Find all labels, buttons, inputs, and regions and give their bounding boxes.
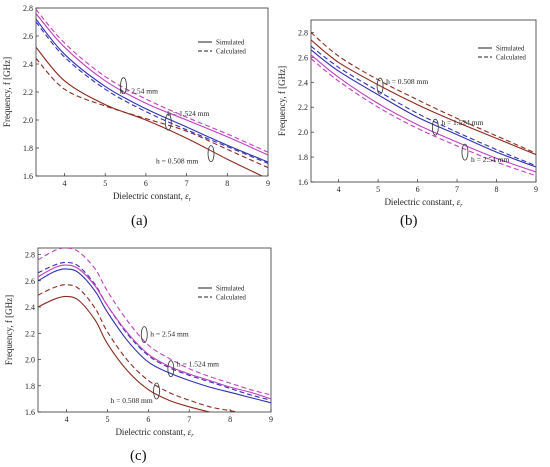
y-tick-label: 2.8 [298,28,308,37]
series-line-simulated-0 [36,18,268,163]
annotation-label: h = 1.524 mm [167,109,209,118]
series-line-simulated-1 [311,49,536,168]
y-tick-label: 2.4 [23,60,33,69]
x-tick-label: 8 [495,185,499,194]
x-tick-label: 4 [65,415,69,424]
x-tick-label: 6 [144,179,148,188]
x-axis-label: Dielectric constant, εr [113,191,192,203]
y-tick-label: 2.8 [25,251,35,260]
y-tick-label: 2.8 [23,4,33,13]
panel-label-c: (c) [130,448,147,464]
series-line-calculated-0 [36,21,268,164]
annotation-label: h = 0.508 mm [156,157,198,166]
annotation-ellipse [140,326,148,343]
x-tick-label: 7 [185,179,189,188]
y-tick-label: 2.2 [25,329,35,338]
series-group [38,248,271,412]
annotation-ellipse [461,143,469,161]
series-line-simulated-0 [38,268,271,404]
annotation-label: h = 2.54 mm [150,330,189,339]
chart-c: 4 5 6 7 8 9 1.6 1.8 2.0 2.2 2.4 2.6 2.8 Dielectric co… [4,247,273,439]
panel-label-b: (b) [400,213,418,229]
x-tick-label: 4 [62,179,66,188]
y-tick-label: 1.8 [25,382,35,391]
series-line-simulated-0 [311,39,536,156]
y-tick-label: 2.2 [23,88,33,97]
y-tick-label: 1.6 [25,408,35,417]
series-line-calculated-1 [311,45,536,167]
annotation-ellipse [376,77,384,95]
x-axis-label: Dielectric constant, εr [384,197,463,209]
x-tick-label: 5 [376,185,380,194]
x-tick-label: 5 [103,179,107,188]
y-tick-label: 1.8 [23,144,33,153]
x-tick-label: 9 [534,185,538,194]
x-tick-label: 7 [455,185,459,194]
annotation-ellipse [153,382,160,400]
series-line-simulated-1 [36,13,268,156]
x-tick-label: 5 [105,415,109,424]
x-tick-label: 8 [225,179,229,188]
series-line-calculated-2 [38,284,240,412]
annotation-label: h = 1.524 mm [177,360,219,369]
annotation-label: h = 1.524 mm [441,118,483,127]
legend-label-calculated: Calculated [216,294,246,302]
annotation-ellipse [167,360,175,378]
x-tick-label: 6 [146,415,150,424]
x-tick-label: 9 [266,179,270,188]
legend-label-simulated: Simulated [216,285,245,293]
y-tick-label: 1.6 [298,178,308,187]
series-line-calculated-2 [36,58,268,169]
series-line-calculated-0 [311,32,536,154]
legend-label-calculated: Calculated [216,48,246,56]
y-tick-label: 2.0 [23,116,33,125]
y-axis-label: Frequency, f [GHz] [4,295,14,365]
y-tick-label: 1.6 [23,172,33,181]
series-line-simulated-2 [311,54,536,173]
plot-frame [37,247,272,413]
series-group [311,32,536,177]
legend-label-simulated: Simulated [216,39,245,47]
y-tick-label: 2.6 [25,277,35,286]
series-line-simulated-2 [36,46,264,176]
chart-a: 4 5 6 7 8 9 1.6 1.8 2.0 2.2 2.4 2.6 2.8 Dielectric co… [2,4,270,203]
annotation-label: h = 2.54 mm [471,155,510,164]
y-tick-label: 2.6 [23,32,33,41]
series-line-calculated-0 [38,261,271,401]
legend-label-calculated: Calculated [496,54,526,62]
y-tick-label: 2.2 [298,103,308,112]
annotation-ellipse [120,77,127,95]
series-line-simulated-1 [38,264,271,400]
y-tick-label: 2.0 [298,128,308,137]
x-tick-label: 8 [228,415,232,424]
y-axis-label: Frequency, f [GHz] [2,57,12,127]
y-tick-label: 2.0 [25,356,35,365]
y-tick-label: 1.8 [298,153,308,162]
x-axis-label: Dielectric constant, εr [115,427,194,439]
x-tick-label: 4 [337,185,341,194]
annotation-label: h = 0.508 mm [111,396,153,405]
series-line-calculated-1 [36,9,268,153]
series-line-simulated-2 [38,295,213,412]
y-tick-label: 2.6 [298,53,308,62]
y-tick-label: 2.4 [298,78,308,87]
y-tick-label: 2.4 [25,303,35,312]
annotation-label: h = 0.508 mm [386,77,428,86]
legend-label-simulated: Simulated [496,45,525,53]
chart-b: 4 5 6 7 8 9 1.6 1.8 2.0 2.2 2.4 2.6 2.8 Dielectric co… [277,19,538,209]
plot-frame [310,19,537,183]
series-group [36,9,268,176]
annotation-ellipse [207,145,215,163]
annotation-ellipse [431,118,439,136]
x-tick-label: 9 [269,415,273,424]
annotation-label: h = 2.54 mm [120,87,159,96]
series-line-calculated-1 [38,248,271,396]
x-tick-label: 7 [187,415,191,424]
y-axis-label: Frequency, f [GHz] [277,66,287,136]
x-tick-label: 6 [416,185,420,194]
annotation-ellipse [164,113,172,131]
panel-label-a: (a) [131,213,148,229]
series-line-calculated-2 [311,58,536,177]
